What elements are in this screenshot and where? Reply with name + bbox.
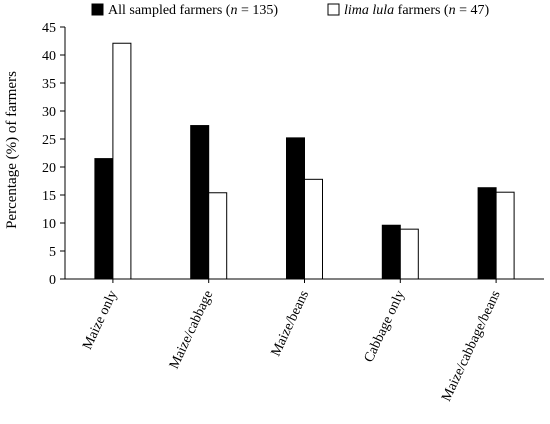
bar-maize-only-series-2 [112, 42, 132, 280]
y-tick-label-15: 15 [42, 189, 56, 204]
x-category-label-maize-beans: Maize/beans [269, 288, 312, 358]
y-tick-label-20: 20 [42, 161, 56, 176]
legend-swatch-all-sampled [91, 3, 104, 16]
legend-label-all-sampled: All sampled farmers (n = 135) [108, 3, 278, 18]
y-tick-label-30: 30 [42, 105, 56, 120]
x-category-label-maize-cabbage-beans: Maize/cabbage/beans [439, 288, 504, 404]
bar-maize-beans-series-1 [286, 137, 305, 280]
bar-maize-cabbage-series-2 [208, 192, 228, 280]
bar-cabbage-only-series-1 [381, 224, 401, 280]
x-axis-labels: Maize only Maize/cabbage Maize/beans Cabbag… [80, 279, 504, 404]
legend: All sampled farmers (n = 135) lima lula … [91, 3, 489, 18]
bar-cabbage-only-series-2 [399, 228, 419, 280]
bar-maize-cabbage-series-1 [190, 125, 210, 280]
bar-maize-beans-series-2 [304, 178, 323, 280]
x-category-label-cabbage-only: Cabbage only [362, 288, 408, 364]
legend-swatch-lima-lula [327, 3, 340, 16]
bars [94, 42, 515, 280]
y-tick-label-10: 10 [42, 217, 56, 232]
bar-maize-cabbage-beans-series-2 [495, 191, 515, 280]
y-tick-label-5: 5 [49, 245, 56, 260]
legend-label-lima-lula: lima lula farmers (n = 47) [344, 3, 489, 18]
y-axis-title: Percentage (%) of farmers [4, 71, 20, 229]
x-category-label-maize-cabbage: Maize/cabbage [167, 288, 216, 371]
y-tick-label-0: 0 [49, 273, 56, 288]
bar-maize-only-series-1 [94, 158, 114, 280]
y-tick-label-40: 40 [42, 49, 56, 64]
x-category-label-maize-only: Maize only [80, 288, 120, 352]
y-tick-label-45: 45 [42, 21, 56, 36]
bar-maize-cabbage-beans-series-1 [477, 187, 497, 280]
y-axis: 0 5 10 15 20 25 30 35 40 45 [42, 21, 65, 288]
y-tick-label-25: 25 [42, 133, 56, 148]
y-tick-label-35: 35 [42, 77, 56, 92]
